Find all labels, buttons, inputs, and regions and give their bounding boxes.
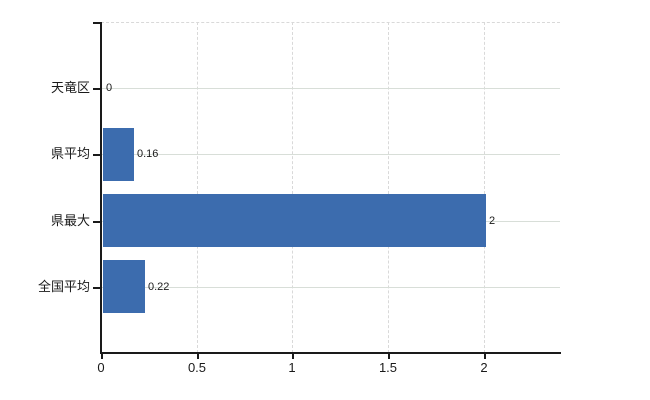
x-tick: [484, 354, 486, 359]
x-gridline: [483, 22, 485, 353]
y-axis-end-tick: [93, 22, 100, 24]
y-axis-line: [100, 22, 102, 354]
x-tick: [101, 354, 103, 359]
category-label: 全国平均: [37, 279, 90, 294]
value-label: 0.22: [148, 281, 170, 293]
x-tick: [292, 354, 294, 359]
x-tick: [197, 354, 199, 359]
x-axis-line: [100, 352, 561, 354]
x-tick-label: 1: [288, 360, 296, 375]
y-gridline: [101, 154, 560, 155]
bar: [103, 194, 486, 247]
x-tick-label: 2: [480, 360, 488, 375]
y-tick: [93, 88, 100, 90]
x-tick-label: 0.5: [187, 360, 207, 375]
x-tick-label: 0: [97, 360, 105, 375]
y-tick: [93, 154, 100, 156]
value-label: 2: [489, 215, 496, 227]
y-tick: [93, 287, 100, 289]
category-label: 県平均: [50, 146, 90, 161]
category-label: 県最大: [50, 213, 90, 228]
y-gridline: [101, 287, 560, 288]
value-label: 0: [106, 82, 113, 94]
value-label: 0.16: [137, 148, 159, 160]
x-tick: [388, 354, 390, 359]
plot-top-border: [101, 22, 560, 23]
bar: [103, 260, 145, 313]
x-gridline: [196, 22, 198, 353]
bar: [103, 128, 134, 181]
y-gridline: [101, 88, 560, 89]
x-gridline: [387, 22, 389, 353]
y-tick: [93, 221, 100, 223]
x-tick-label: 1.5: [378, 360, 398, 375]
category-label: 天竜区: [50, 80, 90, 95]
x-gridline: [292, 22, 294, 353]
